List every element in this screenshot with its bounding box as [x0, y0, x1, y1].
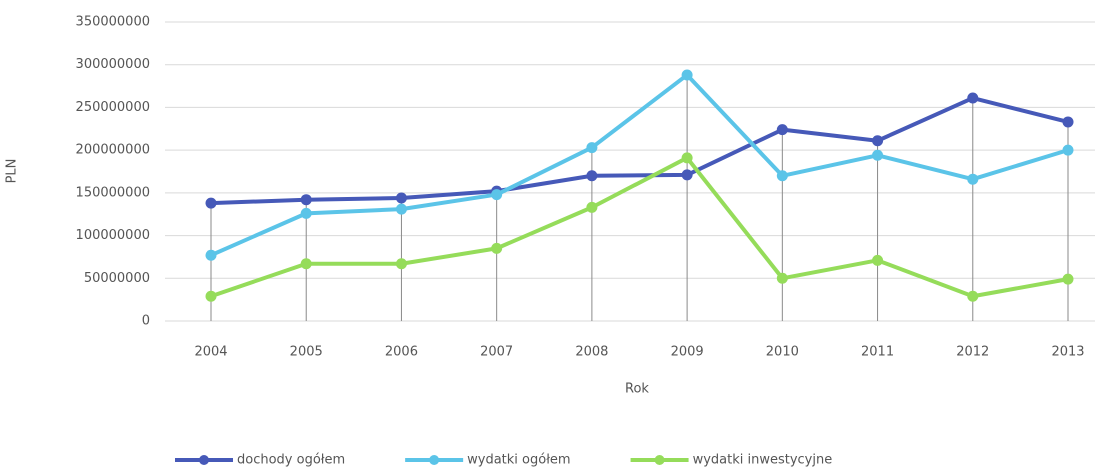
y-tick-label: 150000000 — [76, 185, 150, 200]
x-tick-label: 2012 — [956, 345, 989, 360]
y-tick-label: 0 — [142, 314, 150, 329]
point — [681, 69, 693, 81]
legend-label: wydatki ogółem — [467, 453, 570, 468]
series-line — [210, 155, 1069, 299]
point — [395, 258, 407, 270]
y-axis-label: PLN — [5, 159, 20, 184]
y-tick-label: 100000000 — [76, 228, 150, 243]
y-tick-label: 250000000 — [76, 100, 150, 115]
point — [586, 170, 598, 182]
legend-marker — [199, 455, 209, 465]
x-tick-label: 2011 — [861, 345, 894, 360]
point — [967, 173, 979, 185]
point — [395, 203, 407, 215]
x-tick-label: 2006 — [385, 345, 418, 360]
point — [205, 197, 217, 209]
point — [776, 170, 788, 182]
point — [872, 135, 884, 147]
point — [1062, 273, 1074, 285]
point — [300, 194, 312, 206]
x-tick-label: 2013 — [1051, 345, 1084, 360]
legend-label: dochody ogółem — [237, 453, 345, 468]
x-tick-label: 2007 — [480, 345, 513, 360]
point — [491, 242, 503, 254]
point — [586, 201, 598, 213]
point — [205, 290, 217, 302]
series-line — [210, 96, 1069, 206]
y-tick-label: 200000000 — [76, 143, 150, 158]
point — [205, 249, 217, 261]
x-tick-label: 2004 — [194, 345, 227, 360]
x-axis-label: Rok — [625, 382, 649, 397]
y-tick-label: 350000000 — [76, 15, 150, 30]
point — [1062, 116, 1074, 128]
y-tick-label: 300000000 — [76, 57, 150, 72]
y-tick-label: 50000000 — [84, 271, 150, 286]
legend-label: wydatki inwestycyjne — [693, 453, 833, 468]
point — [967, 290, 979, 302]
x-tick-label: 2005 — [290, 345, 323, 360]
point — [681, 152, 693, 164]
point — [395, 192, 407, 204]
point — [872, 149, 884, 161]
legend-marker — [429, 455, 440, 465]
point — [300, 207, 312, 219]
point — [681, 169, 693, 181]
point — [491, 189, 503, 201]
series-line — [210, 72, 1069, 258]
x-tick-label: 2010 — [766, 345, 799, 360]
point — [967, 92, 979, 104]
x-tick-label: 2009 — [671, 345, 704, 360]
point — [776, 272, 788, 284]
point — [586, 142, 598, 154]
point — [300, 258, 312, 270]
point — [776, 124, 788, 136]
point — [872, 254, 884, 266]
point — [1062, 144, 1074, 156]
x-tick-label: 2008 — [575, 345, 608, 360]
legend-marker — [654, 455, 665, 465]
